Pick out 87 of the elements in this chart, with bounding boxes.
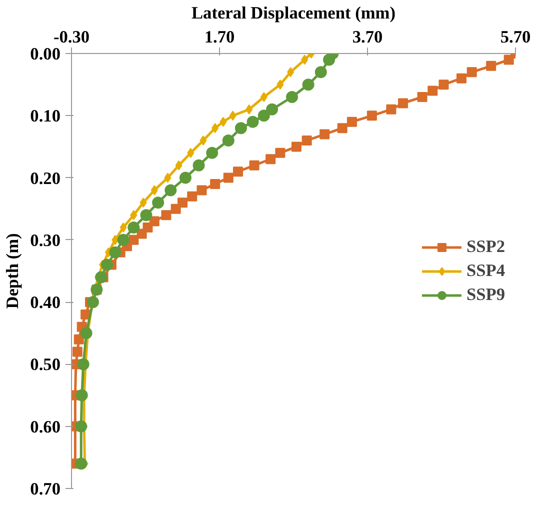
point (152, 196, 164, 209)
point (161, 210, 172, 220)
point (164, 172, 172, 183)
point (266, 103, 278, 116)
y-tick-label: 0.60 (30, 417, 61, 436)
point (302, 78, 314, 91)
x-tick-label: -0.30 (53, 28, 90, 46)
point (175, 160, 182, 170)
x-tick-label: 5.70 (500, 28, 531, 46)
point (196, 185, 207, 196)
point (170, 204, 181, 214)
point (428, 86, 438, 96)
point (95, 271, 108, 284)
y-tick-label: 0.40 (30, 293, 61, 312)
point (346, 116, 357, 127)
point (417, 92, 428, 102)
point (337, 123, 348, 134)
point (192, 159, 205, 172)
point (291, 142, 302, 152)
point (323, 54, 336, 66)
point (187, 191, 198, 202)
legend-label: SSP4 (466, 260, 505, 280)
point (438, 80, 449, 90)
x-tick-label: 3.70 (352, 28, 383, 46)
point (302, 136, 312, 146)
legend-label: SSP2 (466, 236, 505, 256)
point (276, 80, 284, 90)
point (223, 172, 234, 183)
point (179, 172, 192, 184)
y-tick-label: 0.30 (30, 230, 61, 250)
point (286, 91, 298, 103)
point (109, 246, 122, 258)
y-axis-title: Depth (m) (3, 232, 22, 309)
point (140, 198, 147, 208)
point (101, 258, 114, 271)
point (140, 209, 152, 222)
point (287, 67, 294, 78)
x-tick-label: 1.70 (204, 28, 235, 46)
point (150, 185, 158, 196)
point (233, 166, 243, 177)
point (229, 110, 236, 121)
point (120, 222, 127, 232)
point (314, 66, 327, 78)
point (164, 184, 177, 196)
y-tick-label: 0.00 (30, 44, 61, 64)
point (246, 116, 259, 128)
point (386, 104, 396, 114)
point (130, 210, 138, 220)
point (466, 67, 477, 78)
point (72, 346, 82, 357)
point (77, 358, 90, 370)
point (258, 110, 270, 122)
point (206, 146, 218, 159)
point (128, 222, 140, 234)
point (260, 92, 268, 102)
point (249, 160, 260, 170)
legend-label: SSP9 (466, 284, 505, 304)
point (75, 420, 88, 432)
point (398, 98, 408, 108)
point (234, 122, 247, 134)
y-tick-label: 0.70 (30, 480, 61, 498)
point (86, 296, 99, 308)
point (266, 154, 276, 164)
point (220, 116, 227, 127)
point (222, 134, 234, 146)
point (504, 54, 514, 65)
point (486, 60, 496, 71)
point (366, 110, 377, 121)
point (456, 73, 466, 84)
point (117, 234, 130, 246)
point (212, 123, 219, 134)
y-tick-label: 0.20 (30, 168, 61, 188)
y-tick-label: 0.10 (30, 106, 61, 126)
point (200, 136, 207, 146)
y-tick-label: 0.50 (30, 355, 61, 374)
point (210, 179, 220, 189)
point (301, 54, 308, 65)
point (74, 334, 84, 344)
x-axis-title: Lateral Displacement (mm) (191, 4, 396, 22)
point (76, 389, 88, 402)
point (320, 129, 330, 140)
point (246, 104, 253, 114)
point (187, 148, 194, 158)
point (75, 458, 88, 470)
point (80, 327, 92, 340)
point (275, 148, 286, 158)
point (112, 234, 119, 245)
